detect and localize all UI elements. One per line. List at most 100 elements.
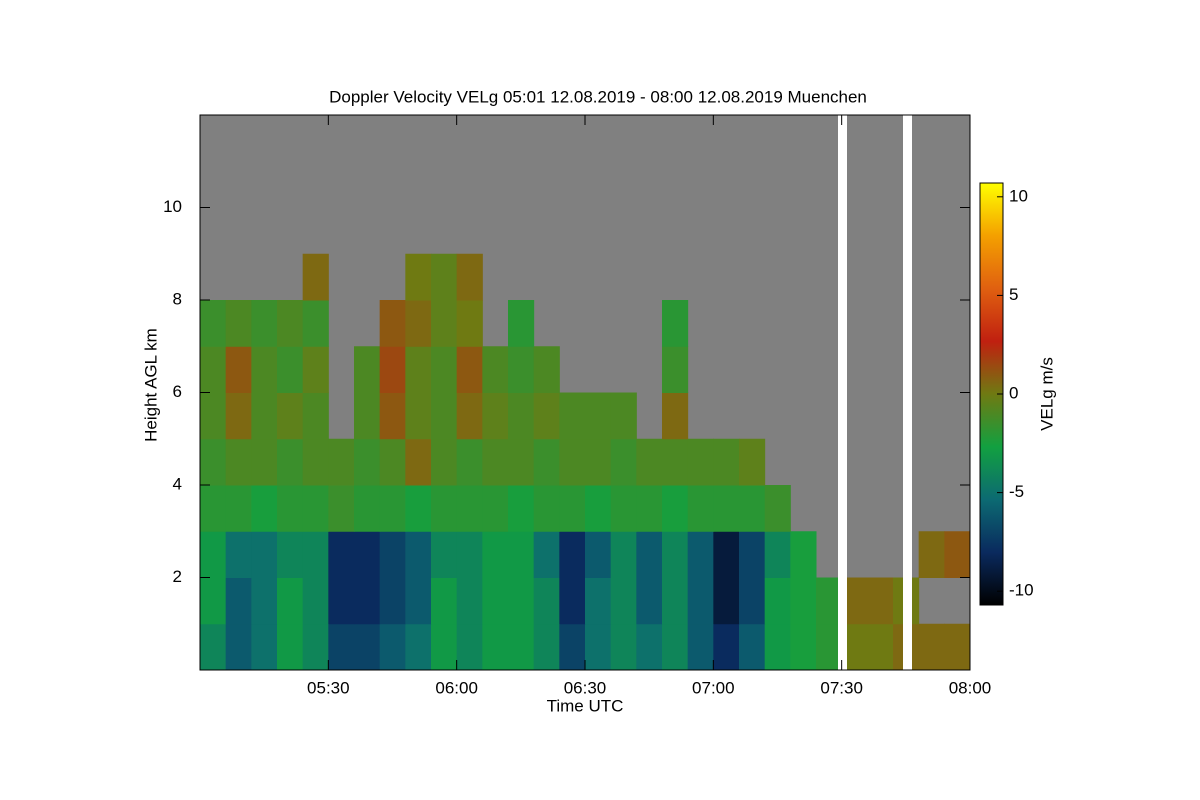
heatmap-cell: [277, 485, 304, 532]
heatmap-cell: [790, 623, 817, 671]
heatmap-cell: [585, 392, 612, 440]
heatmap-cell: [739, 623, 766, 671]
heatmap-cell: [610, 577, 637, 625]
heatmap-cell: [328, 577, 355, 625]
colorbar-tick-label: -10: [1009, 581, 1034, 600]
heatmap-cell: [482, 392, 509, 440]
chart-title: Doppler Velocity VELg 05:01 12.08.2019 -…: [329, 87, 867, 106]
heatmap-cell: [277, 300, 304, 347]
heatmap-cell: [816, 623, 843, 671]
heatmap-cell: [662, 346, 689, 393]
heatmap-cell: [508, 346, 535, 393]
colorbar-tick-label: 0: [1009, 383, 1018, 402]
heatmap-cell: [636, 531, 663, 578]
heatmap-cell: [277, 346, 304, 393]
heatmap-cell: [739, 438, 766, 486]
heatmap-cell: [508, 531, 535, 578]
heatmap-cell: [277, 577, 304, 625]
heatmap-cell: [456, 346, 483, 393]
heatmap-cell: [379, 577, 406, 625]
x-tick-label: 07:00: [692, 678, 735, 697]
heatmap-cell: [405, 346, 432, 393]
y-tick-label: 10: [163, 197, 182, 216]
heatmap-cell: [918, 623, 945, 671]
heatmap-cell: [585, 623, 612, 671]
heatmap-cell: [687, 531, 714, 578]
y-tick-label: 2: [173, 567, 182, 586]
heatmap-cell: [713, 531, 740, 578]
heatmap-cell: [354, 392, 381, 440]
heatmap-cell: [302, 485, 329, 532]
heatmap-cell: [354, 346, 381, 393]
heatmap-cell: [225, 485, 252, 532]
heatmap-cell: [764, 531, 791, 578]
heatmap-cell: [354, 485, 381, 532]
heatmap-cell: [277, 623, 304, 671]
heatmap-cell: [379, 531, 406, 578]
heatmap-cell: [277, 438, 304, 486]
heatmap-cell: [610, 623, 637, 671]
heatmap-cell: [713, 485, 740, 532]
heatmap-cell: [431, 253, 458, 301]
heatmap-cell: [559, 531, 586, 578]
heatmap-cell: [662, 392, 689, 440]
heatmap-cell: [482, 623, 509, 671]
heatmap-cell: [225, 531, 252, 578]
heatmap-cell: [585, 577, 612, 625]
heatmap-cell: [251, 438, 278, 486]
heatmap-cell: [662, 438, 689, 486]
heatmap-cell: [405, 438, 432, 486]
heatmap-cell: [379, 346, 406, 393]
data-gap: [903, 115, 912, 670]
heatmap-cell: [790, 531, 817, 578]
heatmap-cell: [200, 485, 227, 532]
heatmap-cell: [456, 392, 483, 440]
heatmap-cell: [405, 253, 432, 301]
heatmap-cell: [482, 531, 509, 578]
heatmap-cell: [508, 577, 535, 625]
heatmap-cell: [610, 392, 637, 440]
heatmap-cell: [405, 300, 432, 347]
heatmap-cell: [739, 485, 766, 532]
heatmap-cell: [251, 300, 278, 347]
heatmap-cell: [533, 438, 560, 486]
heatmap-cell: [918, 531, 945, 578]
heatmap-cell: [713, 438, 740, 486]
heatmap-cell: [662, 577, 689, 625]
heatmap-cell: [379, 485, 406, 532]
heatmap-cell: [405, 623, 432, 671]
heatmap-cell: [405, 485, 432, 532]
heatmap-cell: [713, 623, 740, 671]
heatmap-cell: [533, 392, 560, 440]
heatmap-cell: [816, 577, 843, 625]
heatmap-cell: [610, 438, 637, 486]
heatmap-cell: [687, 438, 714, 486]
heatmap-cell: [764, 485, 791, 532]
heatmap-cell: [944, 531, 971, 578]
heatmap-cell: [867, 577, 894, 625]
heatmap-cell: [328, 485, 355, 532]
heatmap-cell: [456, 438, 483, 486]
heatmap-cell: [764, 623, 791, 671]
y-tick-label: 6: [173, 382, 182, 401]
y-tick-label: 4: [173, 474, 182, 493]
heatmap-cell: [251, 485, 278, 532]
heatmap-cell: [200, 623, 227, 671]
heatmap-cell: [225, 346, 252, 393]
heatmap-cell: [200, 577, 227, 625]
heatmap-cell: [559, 438, 586, 486]
heatmap-cell: [662, 623, 689, 671]
heatmap-cell: [713, 577, 740, 625]
heatmap-cell: [739, 577, 766, 625]
x-axis-label: Time UTC: [547, 696, 624, 715]
colorbar-label: VELg m/s: [1037, 357, 1056, 431]
heatmap-cell: [302, 531, 329, 578]
heatmap-cell: [277, 392, 304, 440]
heatmap-cell: [533, 531, 560, 578]
heatmap-cell: [610, 531, 637, 578]
heatmap-cell: [585, 485, 612, 532]
y-tick-label: 8: [173, 289, 182, 308]
heatmap-cell: [662, 531, 689, 578]
heatmap-cell: [482, 438, 509, 486]
